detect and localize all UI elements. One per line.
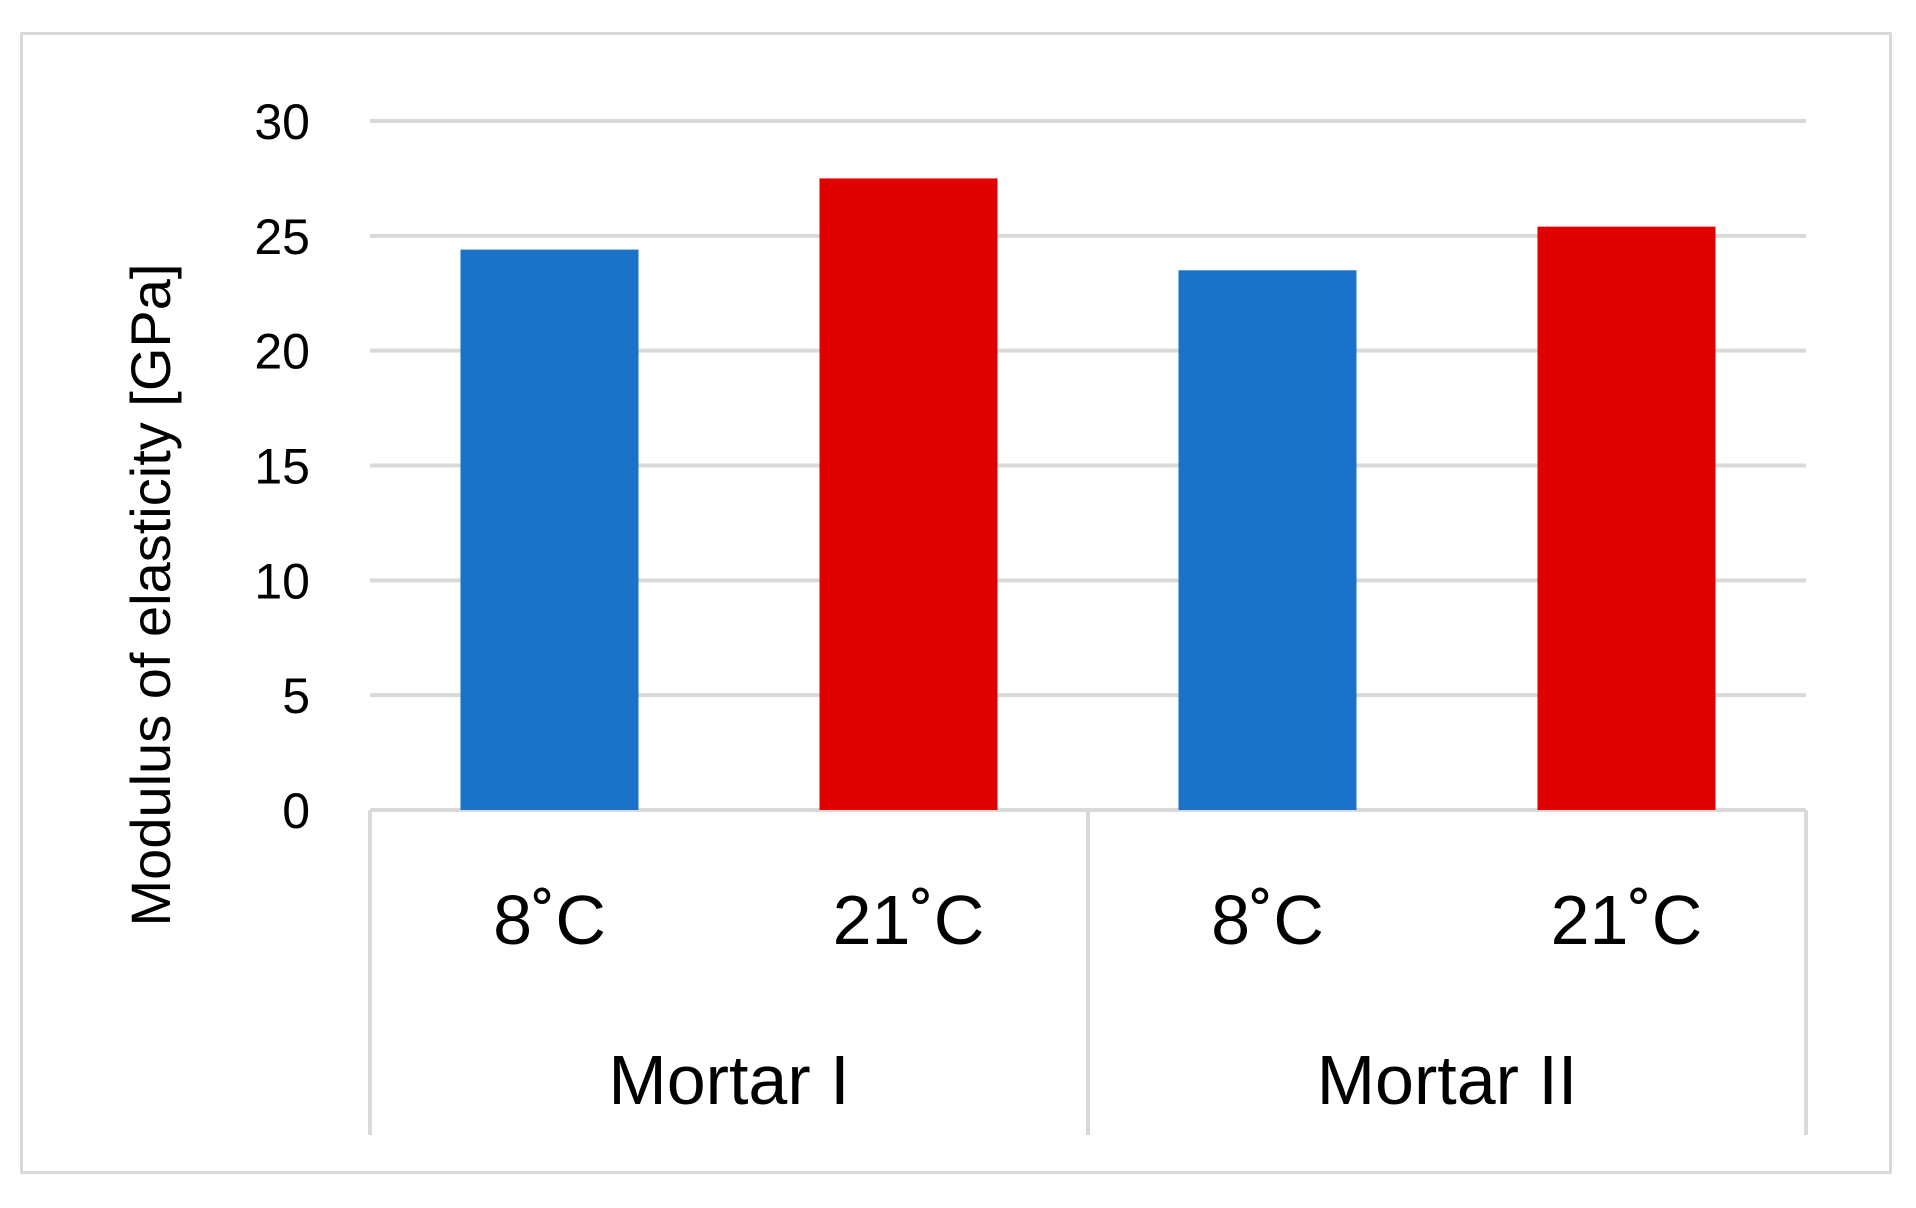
y-tick-label: 5 [282, 668, 310, 724]
category-label: 8˚C [493, 881, 606, 959]
y-tick-label: 25 [254, 209, 310, 265]
bar [460, 249, 639, 810]
y-tick-label: 30 [254, 94, 310, 150]
group-label: Mortar I [608, 1041, 849, 1119]
y-axis-title: Modulus of elasticity [GPa] [119, 264, 182, 927]
y-tick-label: 20 [254, 324, 310, 380]
y-tick-label: 10 [254, 553, 310, 609]
bar [1537, 226, 1716, 810]
bar [1178, 270, 1357, 810]
category-label: 21˚C [833, 881, 985, 959]
y-tick-label: 15 [254, 439, 310, 495]
group-label: Mortar II [1317, 1041, 1578, 1119]
y-tick-label: 0 [282, 783, 310, 839]
category-label: 21˚C [1551, 881, 1703, 959]
category-label: 8˚C [1211, 881, 1324, 959]
bar [819, 178, 998, 810]
